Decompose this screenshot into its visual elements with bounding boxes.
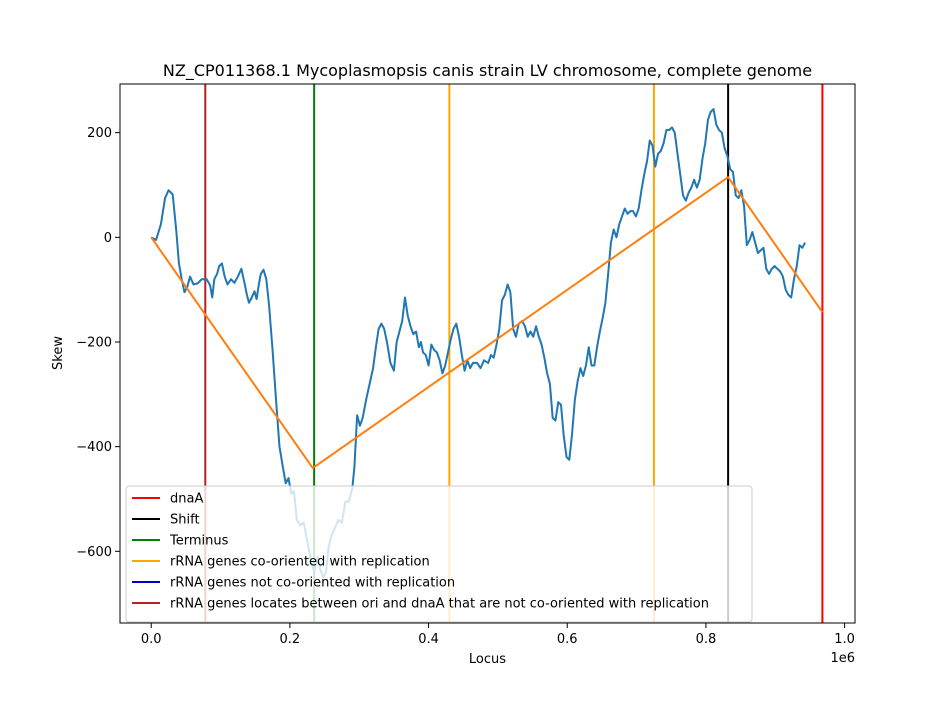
x-tick-label-3: 0.6 [557, 632, 578, 647]
x-tick-label-1: 0.2 [280, 632, 301, 647]
y-tick-label-2: −200 [76, 335, 112, 350]
legend-label-2: Terminus [169, 534, 229, 549]
legend: dnaA Shift Terminus rRNA genes co-oriented … [125, 485, 753, 623]
x-tick-label-2: 0.4 [418, 632, 439, 647]
series-line-0 [150, 108, 806, 579]
x-tick-label-5: 1.0 [834, 632, 855, 647]
y-tick-label-4: −600 [76, 545, 112, 560]
y-tick-label-0: 200 [87, 126, 112, 141]
legend-label-1: Shift [170, 513, 200, 528]
chart-title: NZ_CP011368.1 Mycoplasmopsis canis strai… [163, 61, 812, 81]
x-tick-label-4: 0.8 [696, 632, 717, 647]
legend-label-3: rRNA genes co-oriented with replication [170, 555, 430, 570]
legend-box [125, 485, 753, 623]
series-line-1 [150, 176, 824, 470]
legend-label-5: rRNA genes locates between ori and dnaA … [170, 597, 709, 612]
y-axis-label: Skew [51, 336, 66, 370]
legend-label-4: rRNA genes not co-oriented with replicat… [170, 576, 455, 591]
plot-frame [119, 83, 856, 624]
x-tick-label-0: 0.0 [141, 632, 162, 647]
y-tick-label-1: 0 [104, 231, 112, 246]
x-axis-offset-label: 1e6 [830, 651, 855, 666]
x-axis-label: Locus [469, 652, 506, 667]
legend-label-0: dnaA [170, 492, 203, 507]
y-tick-label-3: −400 [76, 440, 112, 455]
